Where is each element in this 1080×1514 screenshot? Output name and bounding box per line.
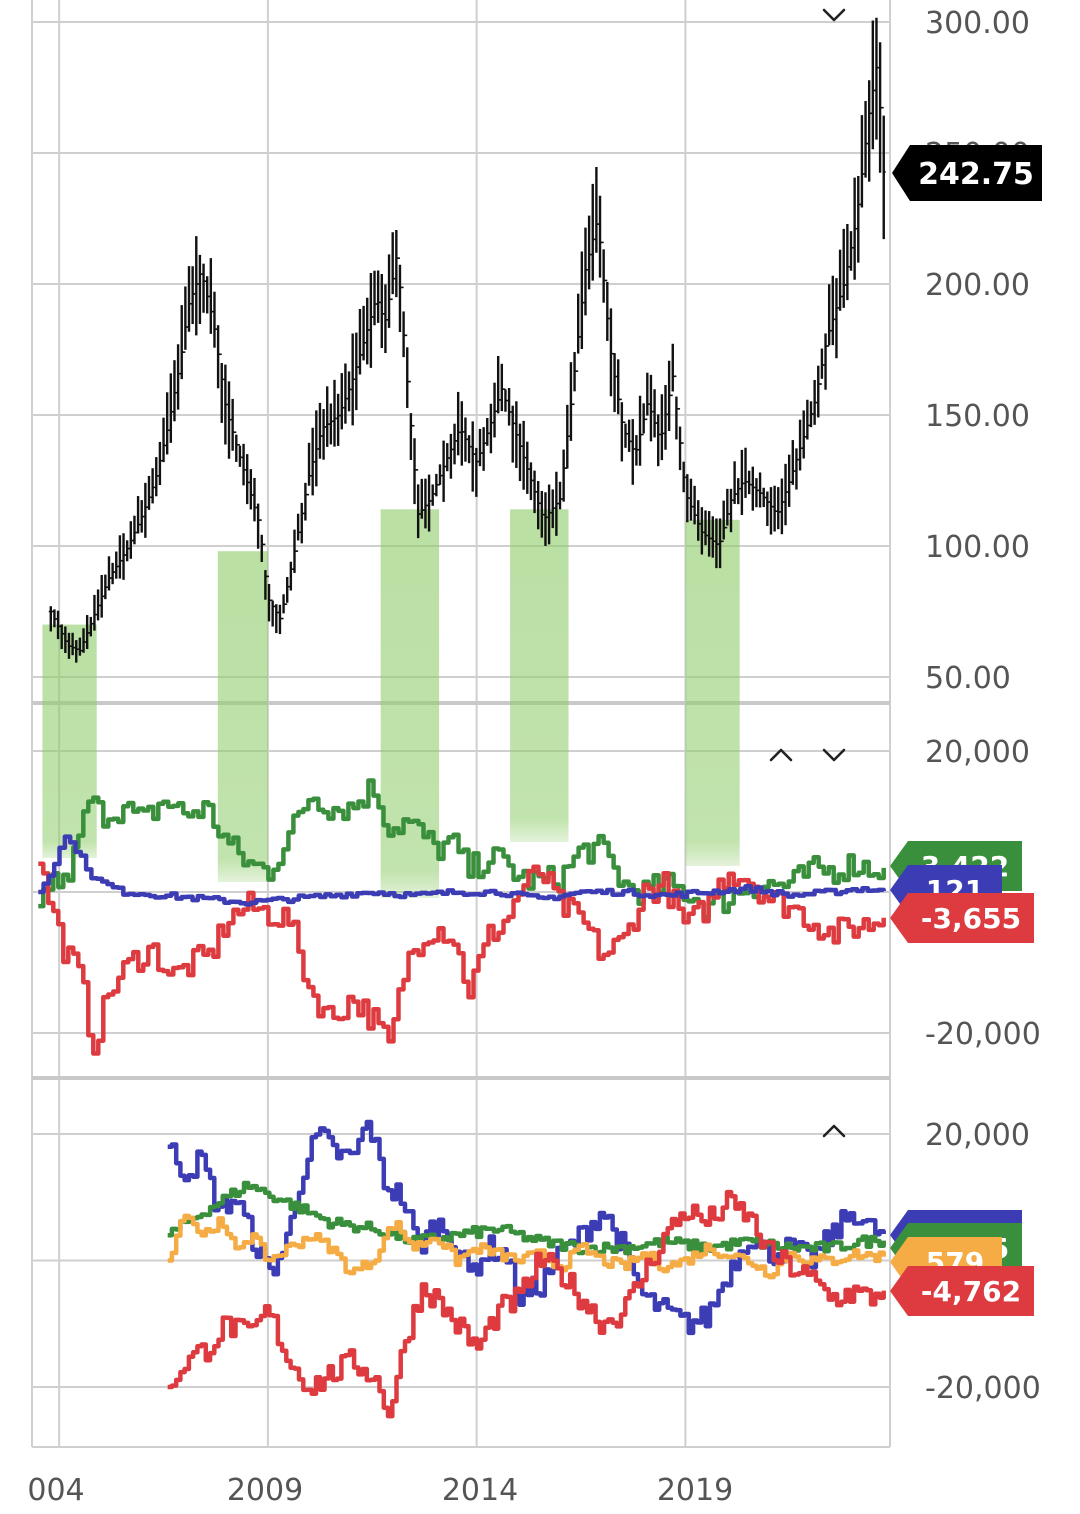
highlight-periods — [42, 509, 740, 898]
chevron-hit-area — [816, 1, 852, 29]
panel-controls — [763, 1, 852, 1145]
indicator-panel-1-series — [38, 778, 886, 1056]
panel-dividers — [32, 701, 890, 1448]
highlight-period — [510, 509, 569, 842]
y-tick-label: 20,000 — [925, 735, 1030, 770]
highlight-period — [685, 519, 740, 866]
chevron-down-icon — [822, 8, 846, 22]
chevron-up-icon — [822, 1124, 846, 1138]
x-tick-label: 2019 — [657, 1473, 733, 1508]
badge-shape — [890, 1266, 1034, 1316]
x-tick-label: 004 — [27, 1473, 84, 1508]
panel-2-move-down-button[interactable] — [816, 741, 852, 769]
highlight-period — [42, 624, 97, 858]
panel-3-move-up-button[interactable] — [816, 1117, 852, 1145]
badge-red: -4,762 — [890, 1266, 1034, 1316]
blue-series-line — [38, 834, 886, 907]
x-tick-label: 2014 — [442, 1473, 518, 1508]
badge-shape — [892, 145, 1042, 201]
y-tick-label: 20,000 — [925, 1118, 1030, 1153]
badge-label: 242.75 — [918, 157, 1034, 192]
y-tick-label: -20,000 — [925, 1371, 1041, 1406]
y-tick-label: 150.00 — [925, 399, 1030, 434]
highlight-period — [380, 509, 440, 898]
badge-red: -3,655 — [890, 893, 1034, 943]
green-series-line — [167, 1180, 886, 1256]
red-series-line — [38, 861, 886, 1056]
badge-shape — [890, 893, 1034, 943]
x-tick-label: 2009 — [227, 1473, 303, 1508]
red-series-line — [167, 1189, 886, 1419]
blue-series-line — [167, 1119, 886, 1336]
y-tick-label: 200.00 — [925, 268, 1030, 303]
grid-lines — [31, 0, 891, 1447]
value-badges: 242.753,422121-3,6554,1833,145579-4,762 — [890, 145, 1042, 1316]
badge-label: -3,655 — [921, 902, 1021, 935]
highlight-period — [217, 551, 268, 882]
indicator-panel-2-series — [167, 1119, 886, 1419]
green-series-line — [38, 778, 886, 920]
y-tick-label: 100.00 — [925, 530, 1030, 565]
panel-2-move-up-button[interactable] — [763, 741, 799, 769]
current-price-badge: 242.75 — [892, 145, 1042, 201]
price-series — [48, 17, 886, 663]
chevron-hit-area — [763, 741, 799, 769]
panel-1-collapse-button[interactable] — [816, 1, 852, 29]
y-tick-label: -20,000 — [925, 1017, 1041, 1052]
chevron-hit-area — [816, 741, 852, 769]
chevron-down-icon — [822, 748, 846, 762]
chevron-up-icon — [769, 748, 793, 762]
y-tick-label: 300.00 — [925, 6, 1030, 41]
y-tick-label: 50.00 — [925, 661, 1011, 696]
orange-series-line — [167, 1213, 886, 1280]
x-axis-ticks: 004 2009 2014 2019 — [27, 1473, 733, 1508]
y-axis-ticks: 300.00250.00200.00150.00100.0050.0020,00… — [925, 6, 1041, 1406]
series-layer — [38, 17, 886, 1419]
badge-label: -4,762 — [921, 1275, 1021, 1308]
chevron-hit-area — [816, 1117, 852, 1145]
